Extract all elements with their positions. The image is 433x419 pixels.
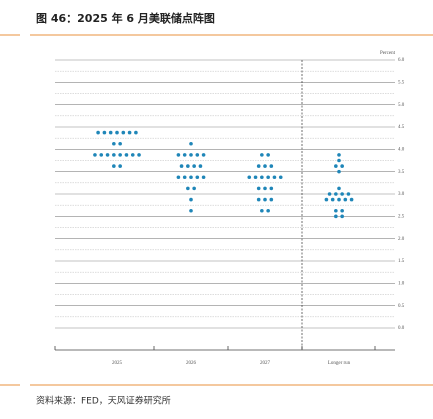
dot <box>127 130 132 135</box>
dot <box>99 153 104 157</box>
dot <box>247 175 252 180</box>
dot <box>93 153 97 157</box>
dot <box>96 130 100 135</box>
y-tick-label: 3.5 <box>398 170 405 175</box>
dot <box>337 158 341 163</box>
dot <box>327 192 332 196</box>
dot <box>179 164 184 168</box>
dot <box>256 197 261 202</box>
dot <box>195 153 200 157</box>
dot <box>337 153 341 157</box>
dot <box>118 141 122 146</box>
dot <box>189 141 193 146</box>
dot <box>266 153 270 157</box>
dot <box>334 192 338 196</box>
dot <box>189 153 193 157</box>
dot <box>340 214 344 219</box>
y-tick-label: 5.0 <box>398 103 405 108</box>
dot <box>340 164 344 168</box>
dot <box>137 153 141 157</box>
x-tick-label: 2026 <box>186 361 197 366</box>
dot <box>337 169 341 174</box>
y-tick-label: 1.0 <box>398 281 405 286</box>
dot <box>266 208 270 213</box>
dot <box>253 175 258 180</box>
dot <box>269 197 274 202</box>
y-tick-label: 6.0 <box>398 58 405 63</box>
dot <box>334 214 338 219</box>
dot <box>195 175 200 180</box>
dot <box>337 186 341 191</box>
dot <box>349 197 354 202</box>
dot <box>105 153 110 157</box>
dot <box>278 175 283 180</box>
dot <box>112 141 116 146</box>
x-tick-label: 2027 <box>260 361 271 366</box>
dot <box>118 164 122 168</box>
figure-title: 图 46：2025 年 6 月美联储点阵图 <box>36 11 215 25</box>
dot <box>176 153 181 157</box>
dot <box>176 175 181 180</box>
source: 资料来源：FED，天风证券研究所 <box>36 395 171 407</box>
dot <box>334 164 338 168</box>
dot <box>118 153 122 157</box>
y-tick-label: 5.5 <box>398 80 405 85</box>
dot <box>102 130 107 135</box>
dot <box>112 164 116 168</box>
x-tick-label: 2025 <box>112 361 123 366</box>
y-tick-label: 4.5 <box>398 125 405 130</box>
x-tick-label: Longer run <box>328 361 351 366</box>
dot <box>124 153 129 157</box>
y-axis-label: Percent <box>380 51 396 56</box>
dot <box>121 130 126 135</box>
dot <box>134 130 138 135</box>
dot <box>108 130 113 135</box>
dot <box>198 164 203 168</box>
dot <box>186 164 190 168</box>
dot <box>334 208 338 213</box>
dot <box>130 153 135 157</box>
dot <box>192 164 196 168</box>
dot <box>263 164 267 168</box>
dot <box>256 164 261 168</box>
dot <box>324 197 329 202</box>
dot <box>182 153 187 157</box>
dot <box>269 164 274 168</box>
dot <box>115 130 119 135</box>
dot <box>330 197 335 202</box>
dot <box>337 197 341 202</box>
y-tick-label: 1.5 <box>398 259 405 264</box>
dot <box>189 208 193 213</box>
dot <box>189 197 193 202</box>
dot <box>256 186 261 191</box>
y-tick-label: 2.5 <box>398 214 405 219</box>
dot <box>112 153 116 157</box>
dot <box>272 175 277 180</box>
dot <box>269 186 274 191</box>
dot <box>182 175 187 180</box>
dot <box>266 175 270 180</box>
dot <box>189 175 193 180</box>
dot <box>192 186 196 191</box>
y-tick-label: 3.0 <box>398 192 405 197</box>
dot <box>340 208 344 213</box>
dot <box>346 192 351 196</box>
dot <box>186 186 190 191</box>
dot <box>263 186 267 191</box>
dot <box>263 197 267 202</box>
dot <box>201 153 206 157</box>
dot <box>260 208 264 213</box>
y-tick-label: 4.0 <box>398 147 405 152</box>
dot <box>343 197 348 202</box>
dot <box>201 175 206 180</box>
dot <box>260 175 264 180</box>
y-tick-label: 2.0 <box>398 237 405 242</box>
y-tick-label: 0.0 <box>398 326 405 331</box>
dot <box>340 192 344 196</box>
y-tick-label: 0.5 <box>398 304 405 309</box>
dot <box>260 153 264 157</box>
